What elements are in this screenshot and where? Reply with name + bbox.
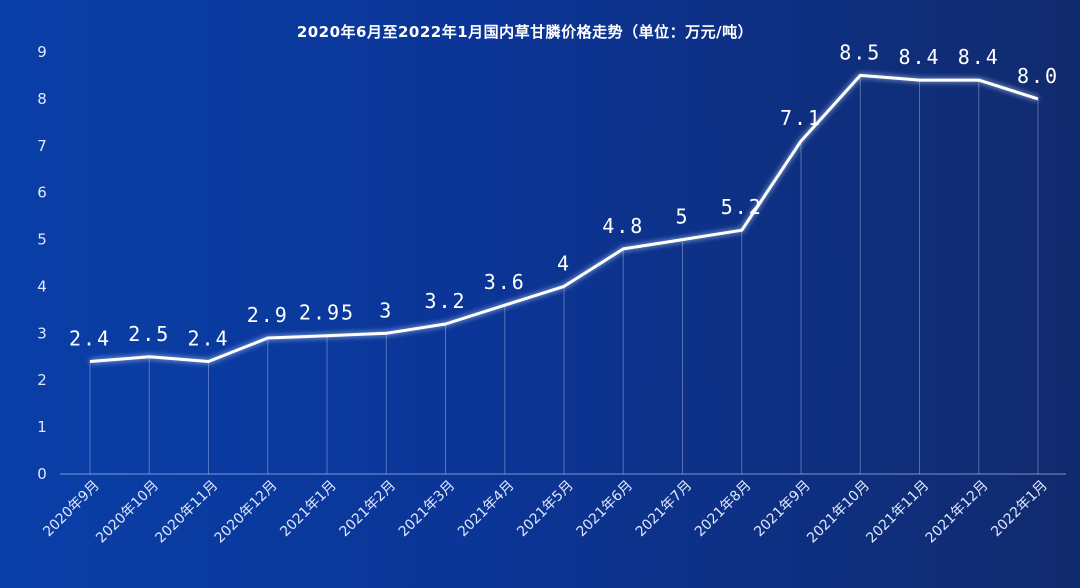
x-tick-label: 2020年12月 [212,478,281,547]
x-tick-label: 2021年3月 [396,478,459,541]
x-tick-label: 2021年6月 [573,478,636,541]
x-tick-label: 2020年10月 [93,478,162,547]
x-tick-label: 2021年1月 [277,478,340,541]
data-labels: 2.4 2.5 2.4 2.9 2.95 3 3.2 3.6 4 4.8 5 5.2 7.1 8.5 8.4… [69,40,1059,350]
x-tick-label: 2021年2月 [336,478,399,541]
y-tick-label: 9 [37,43,47,61]
data-label: 2.9 [247,303,289,327]
data-label: 4 [557,251,571,275]
x-tick-label: 2021年8月 [692,478,755,541]
y-tick-label: 0 [37,465,47,483]
x-tick-label: 2021年11月 [863,478,932,547]
y-tick-label: 6 [37,184,47,202]
y-tick-label: 7 [37,137,47,155]
y-tick-label: 4 [37,277,47,295]
x-tick-label: 2021年9月 [751,478,814,541]
data-label: 5 [675,205,689,229]
data-label: 5.2 [721,195,763,219]
data-label: 3.6 [484,270,526,294]
x-tick-label: 2021年7月 [633,478,696,541]
data-label: 2.4 [69,326,111,350]
y-tick-label: 2 [37,371,47,389]
data-label: 8.0 [1017,64,1059,88]
x-tick-label: 2020年11月 [152,478,221,547]
y-tick-label: 8 [37,90,47,108]
x-tick-label: 2021年5月 [514,478,577,541]
x-tick-label: 2022年1月 [988,478,1051,541]
data-label: 3 [379,298,393,322]
drop-lines [89,75,1039,474]
x-tick-label: 2021年4月 [455,478,518,541]
y-tick-label: 3 [37,324,47,342]
data-label: 2.4 [187,326,229,350]
data-label: 2.5 [128,322,170,346]
data-label: 4.8 [602,214,644,238]
data-label: 7.1 [780,106,822,130]
data-label: 8.4 [958,45,1000,69]
y-axis: 0 1 2 3 4 5 6 7 8 9 [37,43,47,483]
price-series-line [89,73,1039,363]
y-tick-label: 5 [37,231,47,249]
chart-title: 2020年6月至2022年1月国内草甘膦价格走势（单位：万元/吨） [297,23,753,41]
x-axis: 2020年9月2020年10月2020年11月2020年12月2021年1月20… [40,478,1051,547]
data-label: 2.95 [299,301,355,325]
y-tick-label: 1 [37,418,47,436]
data-label: 8.4 [898,45,940,69]
x-tick-label: 2021年12月 [923,478,992,547]
x-tick-label: 2021年10月 [804,478,873,547]
data-label: 8.5 [839,40,881,64]
data-label: 3.2 [424,289,466,313]
x-tick-label: 2020年9月 [40,478,103,541]
